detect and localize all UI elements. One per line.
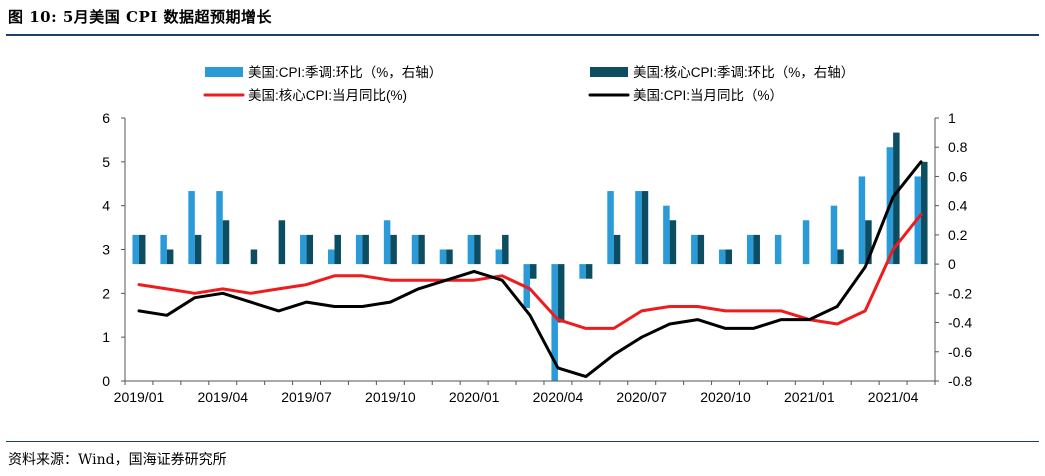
core-mom-bar-2019/12 [446, 249, 453, 265]
cpi-mom-bar-2021/03 [858, 176, 866, 265]
left-tick-label: 3 [102, 242, 110, 258]
right-tick-label: 0.2 [948, 227, 968, 243]
cpi-mom-bar-2019/08 [327, 249, 335, 265]
core-mom-bar-2020/04 [557, 264, 565, 323]
legend-core-mom-swatch [590, 67, 628, 77]
left-tick-label: 1 [102, 329, 110, 345]
core-mom-bar-2020/11 [753, 234, 760, 265]
x-tick-label: 2019/10 [365, 389, 416, 405]
core-mom-bar-2019/06 [278, 220, 286, 265]
cpi-mom-bar-2020/08 [663, 205, 670, 265]
cpi-mom-bar-2019/07 [300, 234, 307, 265]
core-mom-bar-2020/10 [725, 249, 733, 265]
core-mom-bar-2021/04 [893, 132, 900, 265]
left-tick-label: 2 [102, 285, 110, 301]
core-mom-bar-2020/03 [530, 264, 537, 279]
core-mom-bar-2019/02 [166, 249, 174, 265]
x-tick-label: 2019/04 [197, 389, 248, 405]
core-cpi-yoy-line [137, 212, 923, 330]
cpi-mom-bar-2020/09 [691, 234, 698, 265]
cpi-mom-bar-2020/11 [746, 234, 754, 265]
core-mom-bar-2020/09 [697, 234, 705, 265]
right-tick-label: -0.6 [948, 344, 972, 360]
core-mom-bar-2019/04 [222, 220, 230, 265]
right-tick-label: -0.2 [948, 285, 972, 301]
cpi-mom-bar-2019/03 [188, 191, 195, 265]
right-tick-label: -0.4 [948, 315, 972, 331]
cpi-mom-bar-2019/02 [160, 234, 167, 265]
source-note: 资料来源：Wind，国海证券研究所 [8, 452, 227, 468]
cpi-mom-bar-2020/10 [719, 249, 726, 265]
cpi-mom-bar-2019/11 [411, 234, 419, 265]
x-tick-label: 2020/10 [700, 389, 751, 405]
core-mom-bar-2021/02 [837, 249, 844, 265]
legend-core-mom-label: 美国:核心CPI:季调:环比（%，右轴） [633, 65, 854, 80]
cpi-mom-bar-2020/06 [607, 191, 614, 265]
bars-layer [132, 132, 928, 381]
x-tick-label: 2021/01 [784, 389, 835, 405]
left-tick-label: 0 [102, 373, 110, 389]
right-tick-label: 1 [948, 110, 956, 126]
x-tick-label: 2020/07 [616, 389, 667, 405]
right-tick-label: 0 [948, 256, 956, 272]
figure-title: 图 10: 5月美国 CPI 数据超预期增长 [8, 8, 272, 26]
right-tick-label: 0.8 [948, 139, 968, 155]
core-mom-bar-2020/06 [613, 234, 621, 265]
cpi-mom-bar-2019/12 [439, 249, 447, 265]
x-tick-label: 2020/01 [449, 389, 500, 405]
cpi-mom-bar-2020/12 [774, 234, 782, 265]
x-tick-label: 2019/07 [281, 389, 332, 405]
core-mom-bar-2020/08 [669, 220, 677, 265]
core-mom-bar-2019/09 [362, 234, 369, 265]
core-mom-bar-2019/05 [250, 249, 258, 265]
x-tick-label: 2021/04 [868, 389, 919, 405]
cpi-mom-bar-2019/10 [383, 220, 391, 265]
cpi-mom-bar-2020/01 [467, 234, 475, 265]
core-mom-bar-2020/02 [502, 234, 509, 265]
core-mom-bar-2019/01 [138, 234, 146, 265]
core-mom-bar-2019/10 [390, 234, 397, 265]
right-tick-label: 0.4 [948, 198, 968, 214]
source-rule [6, 441, 1039, 442]
cpi-mom-bar-2021/02 [830, 205, 838, 265]
core-mom-bar-2020/01 [474, 234, 481, 265]
right-tick-label: 0.6 [948, 168, 968, 184]
cpi-chart: 美国:CPI:季调:环比（%，右轴） 美国:核心CPI:季调:环比（%，右轴） 美国… [102, 65, 972, 405]
cpi-mom-bar-2020/04 [551, 264, 558, 381]
left-tick-label: 6 [102, 110, 110, 126]
core-mom-bar-2019/08 [334, 234, 341, 265]
cpi-mom-bar-2021/01 [802, 220, 810, 265]
axes-layer: 0 1 2 3 4 5 6 -0.8 -0.6 -0.4 -0.2 0 0.2 0.4 0.6 0.8 1 201… [102, 110, 972, 405]
legend-cpi-mom-label: 美国:CPI:季调:环比（%，右轴） [248, 65, 442, 80]
core-mom-bar-2020/05 [585, 264, 593, 279]
legend-core-yoy-label: 美国:核心CPI:当月同比(%) [248, 88, 407, 103]
lines-layer [137, 160, 923, 379]
core-mom-bar-2019/07 [306, 234, 314, 265]
cpi-mom-bar-2020/05 [579, 264, 586, 279]
cpi-mom-bar-2020/02 [495, 249, 503, 265]
cpi-mom-bar-2020/07 [635, 191, 642, 265]
cpi-mom-bar-2019/09 [355, 234, 363, 265]
legend-cpi-mom-swatch [205, 67, 243, 77]
left-tick-label: 5 [102, 154, 110, 170]
core-mom-bar-2021/05 [921, 161, 928, 265]
legend: 美国:CPI:季调:环比（%，右轴） 美国:核心CPI:季调:环比（%，右轴） 美国… [203, 65, 854, 103]
core-mom-bar-2019/11 [418, 234, 425, 265]
core-mom-bar-2021/03 [865, 220, 872, 265]
left-tick-label: 4 [102, 198, 110, 214]
core-mom-bar-2019/03 [194, 234, 202, 265]
legend-cpi-yoy-label: 美国:CPI:当月同比（%） [633, 88, 783, 103]
right-tick-label: -0.8 [948, 373, 972, 389]
x-tick-label: 2020/04 [533, 389, 584, 405]
cpi-yoy-line [137, 160, 923, 379]
x-tick-label: 2019/01 [114, 389, 165, 405]
title-rule [6, 34, 1039, 36]
cpi-mom-bar-2019/01 [132, 234, 139, 265]
core-mom-bar-2020/07 [641, 191, 649, 265]
cpi-mom-bar-2019/04 [216, 191, 223, 265]
